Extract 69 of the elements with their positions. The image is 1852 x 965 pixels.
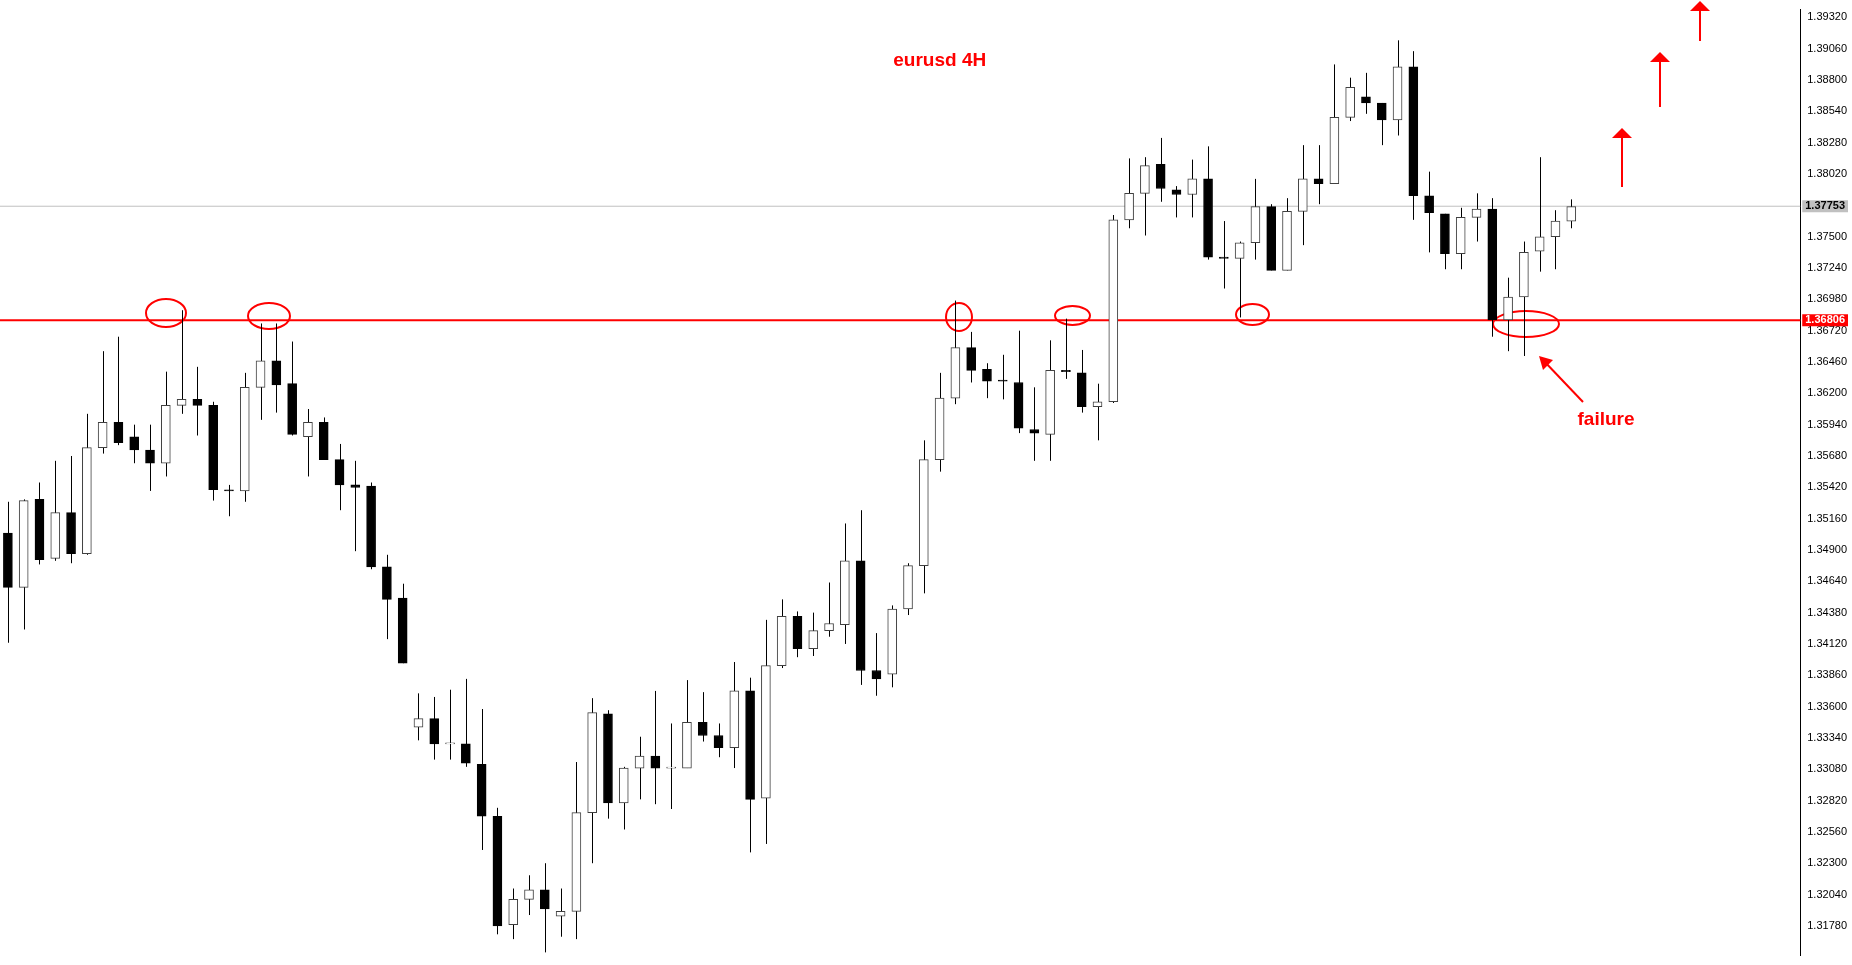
candlestick bbox=[413, 692, 424, 741]
y-tick-label: 1.36460 bbox=[1807, 355, 1847, 368]
y-tick-label: 1.31780 bbox=[1807, 918, 1847, 931]
candlestick bbox=[224, 484, 234, 517]
y-tick-label: 1.34640 bbox=[1807, 574, 1847, 587]
candlestick bbox=[461, 678, 471, 768]
candlestick bbox=[555, 888, 566, 938]
candlestick bbox=[113, 336, 124, 446]
y-tick-label: 1.34120 bbox=[1807, 636, 1847, 649]
text: eurusd 4H bbox=[893, 49, 987, 71]
candlestick bbox=[1376, 102, 1387, 146]
y-tick-label: 1.39320 bbox=[1807, 10, 1847, 23]
y-tick-label: 1.37240 bbox=[1807, 261, 1847, 274]
candlestick bbox=[429, 696, 440, 761]
y-tick-label: 1.32560 bbox=[1807, 824, 1847, 837]
candlestick bbox=[982, 362, 992, 399]
y-tick-label: 1.35160 bbox=[1807, 511, 1847, 524]
candlestick bbox=[713, 722, 724, 758]
annotation: failure bbox=[1577, 408, 1635, 430]
candlestick bbox=[871, 632, 882, 697]
y-tick-label: 1.37500 bbox=[1807, 229, 1847, 242]
candlestick bbox=[176, 309, 187, 415]
candlestick bbox=[1534, 156, 1545, 273]
y-tick-label: 1.32040 bbox=[1807, 887, 1847, 900]
y-tick-label: 1.34900 bbox=[1807, 543, 1847, 555]
y-tick-label: 1.32300 bbox=[1807, 856, 1847, 869]
y-tick-label: 1.36980 bbox=[1807, 292, 1847, 305]
y-tick-label: 1.36200 bbox=[1807, 386, 1847, 399]
candlestick bbox=[1424, 171, 1434, 253]
candlestick bbox=[539, 862, 550, 953]
y-tick-label: 1.33080 bbox=[1807, 762, 1847, 775]
candlestick bbox=[824, 582, 834, 638]
y-tick-label: 1.38540 bbox=[1807, 104, 1847, 117]
candlestick bbox=[1155, 137, 1166, 203]
y-tick-label: 1.33600 bbox=[1807, 699, 1847, 712]
y-tick-label: 1.38800 bbox=[1807, 73, 1847, 86]
candlestick bbox=[445, 689, 455, 761]
candlestick bbox=[1187, 159, 1198, 218]
y-tick-label: 1.35680 bbox=[1807, 449, 1847, 462]
candlestick bbox=[524, 874, 534, 916]
candlestick bbox=[1092, 383, 1103, 441]
candlestick bbox=[1234, 241, 1245, 318]
y-tick-label: 1.34380 bbox=[1807, 605, 1847, 618]
y-tick-label: 1.35420 bbox=[1807, 480, 1847, 493]
candlestick bbox=[271, 322, 282, 414]
y-tick-label: 1.32820 bbox=[1807, 793, 1847, 806]
ref-line-label: 1.37753 bbox=[1805, 199, 1845, 212]
candlestick bbox=[1171, 185, 1182, 218]
ref-line-label: 1.36806 bbox=[1805, 313, 1845, 326]
candlestick bbox=[997, 354, 1008, 400]
candlestick bbox=[97, 350, 108, 455]
candlestick bbox=[697, 691, 708, 743]
candlestick bbox=[808, 612, 819, 657]
candlestick bbox=[666, 722, 676, 810]
y-tick-label: 1.38020 bbox=[1807, 167, 1847, 180]
y-tick-label: 1.39060 bbox=[1807, 41, 1847, 54]
y-tick-label: 1.33860 bbox=[1807, 668, 1847, 681]
candlestick bbox=[508, 888, 519, 940]
candlestick bbox=[966, 331, 977, 383]
y-tick-label: 1.38280 bbox=[1807, 135, 1847, 148]
candlestick bbox=[1219, 220, 1229, 290]
candlestick bbox=[145, 424, 155, 492]
y-tick-label: 1.33340 bbox=[1807, 730, 1847, 743]
candlestick bbox=[334, 443, 345, 511]
y-tick-label: 1.35940 bbox=[1807, 417, 1847, 430]
candlestick bbox=[350, 460, 361, 552]
y-tick-label: 1.36720 bbox=[1807, 323, 1847, 336]
candlestick bbox=[1471, 192, 1482, 243]
candlestick bbox=[192, 366, 203, 437]
